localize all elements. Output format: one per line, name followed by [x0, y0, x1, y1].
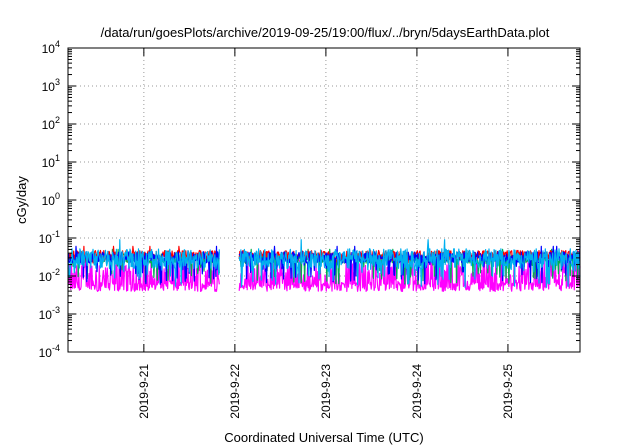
- y-tick-label: 102: [42, 115, 60, 132]
- y-tick-label: 10-3: [39, 305, 60, 322]
- series-line: [67, 239, 581, 288]
- y-tick-label: 104: [42, 39, 60, 56]
- y-tick-label: 100: [42, 191, 60, 208]
- x-tick-label: 2019-9-23: [319, 364, 333, 419]
- y-tick-label: 101: [42, 153, 60, 170]
- x-tick-label: 2019-9-21: [137, 364, 151, 419]
- y-axis: 10-4 10-3 10-2 10-1 100 101 102 103 104: [39, 39, 580, 360]
- y-tick-label: 10-4: [39, 343, 60, 360]
- grid: [68, 48, 580, 352]
- y-tick-label: 10-1: [39, 229, 60, 246]
- x-axis-title: Coordinated Universal Time (UTC): [224, 430, 423, 445]
- x-axis: 2019-9-21 2019-9-22 2019-9-23 2019-9-24 2019…: [137, 48, 515, 419]
- x-tick-label: 2019-9-22: [228, 364, 242, 419]
- series-layer: [67, 239, 581, 292]
- x-tick-label: 2019-9-24: [410, 364, 424, 419]
- y-tick-label: 10-2: [39, 267, 60, 284]
- y-axis-title: cGy/day: [14, 176, 29, 224]
- y-tick-label: 103: [42, 77, 60, 94]
- x-tick-label: 2019-9-25: [501, 364, 515, 419]
- chart-title: /data/run/goesPlots/archive/2019-09-25/1…: [101, 25, 550, 40]
